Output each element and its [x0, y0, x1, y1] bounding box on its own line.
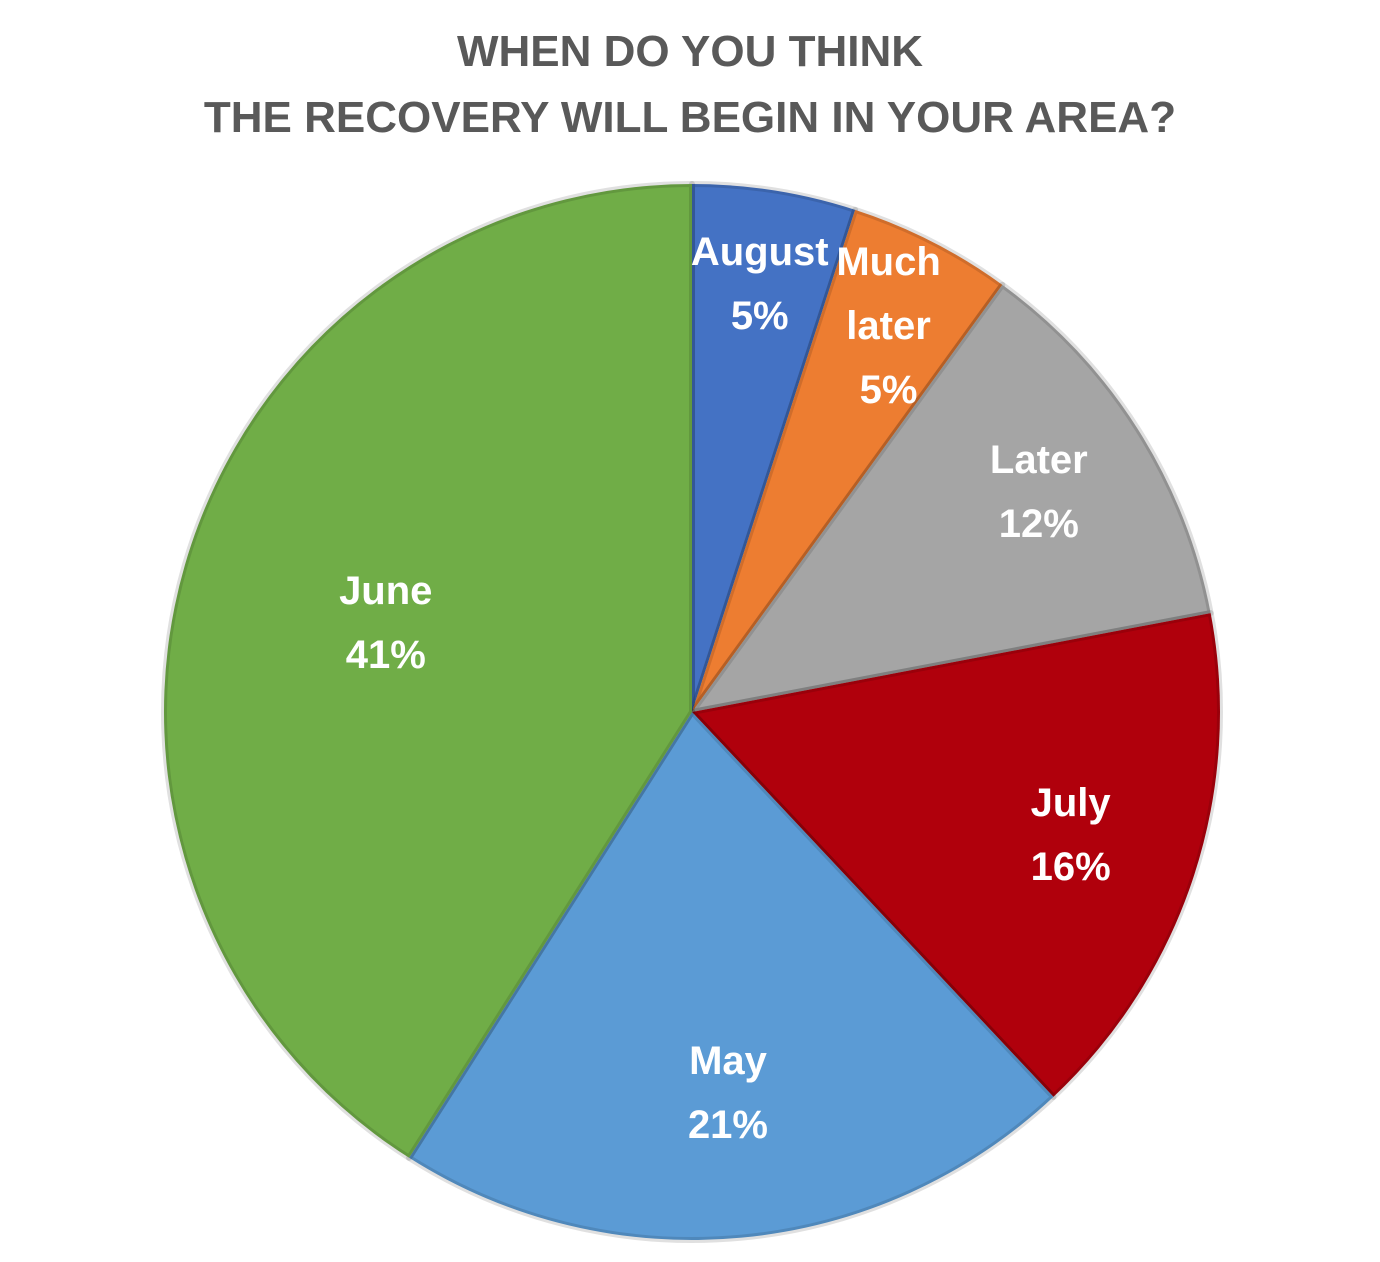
pie-slice: [689, 206, 1006, 715]
slice-label: May 21%: [643, 1029, 813, 1157]
value-label: 16%: [1030, 845, 1111, 890]
value-label: 5%: [730, 294, 789, 339]
slice-label: Later 12%: [954, 428, 1124, 556]
category-label: August: [690, 230, 829, 275]
pie-slice: [406, 709, 1057, 1243]
slice-label: Much later 5%: [804, 230, 974, 422]
category-label: Later: [989, 437, 1088, 482]
category-label: May: [689, 1038, 767, 1083]
pie-slice: [689, 181, 859, 715]
slice-label: August 5%: [675, 220, 845, 348]
category-label: July: [1030, 781, 1111, 826]
value-label: 12%: [998, 501, 1079, 546]
chart-title: THE RECOVERY WILL BEGIN IN YOUR AREA?: [204, 93, 1176, 142]
pie-slice: [689, 281, 1214, 715]
category-label: Much later: [836, 240, 941, 349]
value-label: 21%: [687, 1102, 768, 1147]
slice-label: July 16%: [986, 771, 1156, 899]
pie-slice: [160, 181, 695, 1161]
category-label: June: [339, 569, 433, 614]
value-label: 41%: [345, 633, 426, 678]
value-label: 5%: [859, 368, 918, 413]
pie-slice: [689, 610, 1223, 1100]
chart-title: WHEN DO YOU THINK: [457, 27, 923, 76]
slice-label: June 41%: [301, 559, 471, 687]
